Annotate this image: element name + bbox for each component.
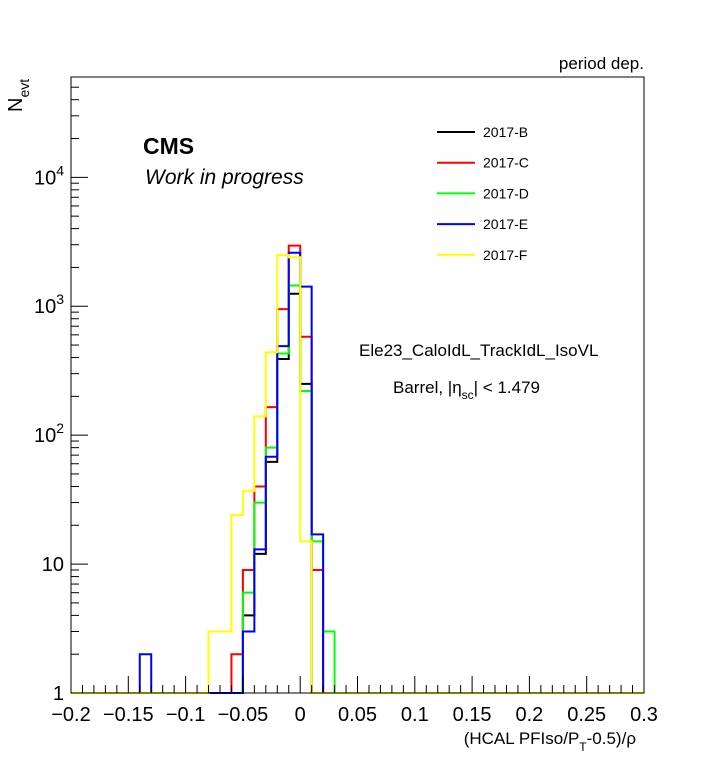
y-tick-label: 1 <box>53 683 64 705</box>
x-tick-label: 0 <box>295 704 306 726</box>
x-tick-label: −0.1 <box>166 704 205 726</box>
x-tick-label: −0.15 <box>103 704 154 726</box>
trigger-label: Ele23_CaloIdL_TrackIdL_IsoVL <box>359 341 598 360</box>
x-axis-title: (HCAL PFIso/PT-0.5)/ρ <box>464 729 636 754</box>
series-line-2017-F <box>71 253 644 694</box>
region-label-sub: sc <box>462 388 474 402</box>
y-tick-label: 10 <box>42 554 64 576</box>
region-label: Barrel, |ηsc| < 1.479 <box>393 378 540 402</box>
x-axis-title-part1: (HCAL PFIso/P <box>464 729 580 748</box>
x-axis: −0.2 −0.15 −0.1 −0.05 0 0.05 0.1 0.15 0.2 0.25 0.3 <box>51 676 658 726</box>
y-axis-title-main: N <box>5 98 27 112</box>
work-in-progress-label: Work in progress <box>145 166 304 189</box>
legend-label: 2017-C <box>483 155 529 171</box>
x-tick-label: −0.2 <box>51 704 90 726</box>
series-line-2017-E <box>71 251 644 694</box>
region-label-prefix: Barrel, |η <box>393 378 462 397</box>
cms-label: CMS <box>143 133 194 159</box>
legend: 2017-B 2017-C 2017-D 2017-E 2017-F <box>437 124 529 263</box>
y-axis: 1 10 102 103 104 <box>34 76 88 705</box>
x-axis-title-sub: T <box>579 740 587 754</box>
x-tick-label: 0.15 <box>453 704 492 726</box>
legend-label: 2017-F <box>483 247 527 263</box>
x-axis-title-part2: -0.5)/ρ <box>587 729 636 748</box>
svg-text:Nevt: Nevt <box>5 79 32 112</box>
series-layer <box>71 244 644 694</box>
series-line-2017-C <box>71 244 644 694</box>
x-tick-label: 0.05 <box>338 704 377 726</box>
legend-label: 2017-B <box>483 124 528 140</box>
x-tick-label: 0.2 <box>515 704 543 726</box>
x-tick-label: −0.05 <box>218 704 269 726</box>
y-tick-label: 103 <box>34 291 64 318</box>
legend-label: 2017-D <box>483 185 529 201</box>
legend-label: 2017-E <box>483 216 528 232</box>
x-tick-label: 0.25 <box>567 704 606 726</box>
region-label-suffix: | < 1.479 <box>474 378 540 397</box>
x-tick-label: 0.1 <box>401 704 429 726</box>
x-tick-label: 0.3 <box>630 704 658 726</box>
y-tick-label: 104 <box>34 162 64 189</box>
period-label: period dep. <box>559 54 644 73</box>
y-tick-label: 102 <box>34 420 64 447</box>
y-axis-title-sub: evt <box>16 79 32 98</box>
y-axis-title: Nevt <box>5 79 32 112</box>
